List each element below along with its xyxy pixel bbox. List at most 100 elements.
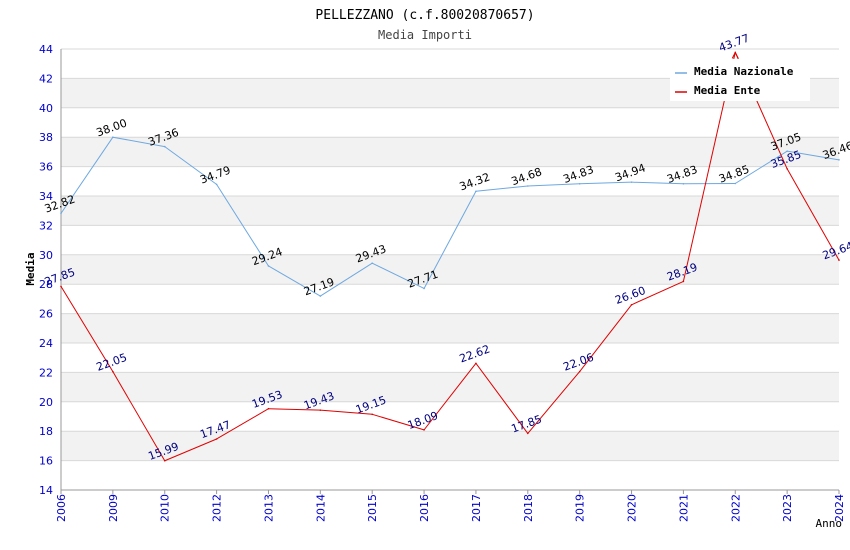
series-segment-media-ente	[216, 408, 269, 440]
axes	[60, 49, 840, 494]
x-tick-label-2021: 2021	[677, 494, 690, 522]
y-tick-label-26: 26	[39, 308, 53, 321]
x-tick-label-2012: 2012	[211, 494, 224, 522]
data-point-media-ente	[319, 409, 322, 411]
grid-band	[61, 196, 839, 226]
x-tick-label-2019: 2019	[574, 494, 587, 522]
data-point-media-ente	[215, 438, 218, 440]
x-tick-label-2015: 2015	[366, 494, 379, 522]
series-segment-media-ente	[268, 408, 321, 411]
data-point-media-nazionale	[786, 150, 788, 152]
peak-marker-media-ente	[731, 51, 739, 59]
data-point-media-ente	[163, 459, 166, 462]
series-segment-media-nazionale	[60, 136, 114, 214]
data-point-media-ente	[527, 432, 529, 435]
x-tick-label-2016: 2016	[418, 494, 431, 522]
data-point-media-nazionale	[527, 185, 529, 187]
series-segment-media-nazionale	[423, 191, 477, 289]
data-point-media-nazionale	[734, 182, 737, 185]
legend-label-media-ente: Media Ente	[694, 84, 761, 97]
series-segment-media-nazionale	[320, 262, 373, 297]
y-tick-label-32: 32	[39, 219, 53, 232]
data-point-media-nazionale	[578, 182, 581, 185]
series-segment-media-ente	[60, 286, 114, 372]
x-tick-label-2023: 2023	[781, 494, 794, 522]
data-point-media-nazionale	[838, 159, 840, 161]
y-tick-label-28: 28	[39, 278, 53, 291]
y-tick-label-34: 34	[39, 190, 53, 203]
y-tick-label-16: 16	[39, 455, 53, 468]
data-point-media-nazionale	[423, 287, 425, 290]
series-segment-media-ente	[164, 438, 217, 462]
chart-title: PELLEZZANO (c.f.80020870657)	[315, 8, 534, 23]
y-tick-label-40: 40	[39, 102, 53, 115]
data-point-media-ente	[475, 362, 477, 365]
series-segment-media-ente	[527, 371, 581, 434]
y-tick-label-36: 36	[39, 161, 53, 174]
y-tick-label-30: 30	[39, 249, 53, 262]
series-segment-media-nazionale	[475, 185, 528, 192]
series-segment-media-ente	[320, 409, 373, 415]
x-tick-label-2020: 2020	[626, 494, 639, 522]
grid-band	[61, 431, 839, 461]
data-point-media-nazionale	[630, 181, 633, 183]
data-point-media-ente	[267, 407, 270, 410]
data-point-media-ente	[112, 370, 114, 373]
y-tick-label-38: 38	[39, 131, 53, 144]
data-label-media-ente: 22.06	[561, 351, 595, 374]
data-label-media-ente: 26.60	[613, 284, 647, 307]
series-segment-media-ente	[372, 413, 425, 431]
data-point-media-nazionale	[60, 212, 62, 215]
data-label-media-ente: 18.09	[406, 409, 440, 432]
legend-box	[670, 59, 810, 101]
series-segment-media-ente	[786, 168, 840, 261]
x-axis-label: Anno	[816, 517, 843, 530]
x-tick-label-2017: 2017	[470, 494, 483, 522]
data-point-media-ente	[60, 285, 62, 288]
y-tick-label-14: 14	[39, 484, 53, 497]
grid-bands	[61, 78, 839, 461]
y-axis-label: Media	[24, 252, 37, 285]
y-tick-label-42: 42	[39, 72, 53, 85]
x-tick-label-2013: 2013	[262, 494, 275, 522]
y-tick-label-18: 18	[39, 425, 53, 438]
legend: Media Nazionale Media Ente	[670, 59, 810, 101]
data-point-media-ente	[682, 280, 685, 283]
data-label-media-nazionale: 34.68	[510, 165, 544, 188]
x-tick-label-2024: 2024	[833, 494, 846, 522]
data-point-media-ente	[838, 259, 840, 261]
legend-label-media-nazionale: Media Nazionale	[694, 65, 794, 78]
series-segment-media-nazionale	[112, 136, 165, 148]
series-segment-media-nazionale	[216, 184, 269, 267]
data-point-media-ente	[578, 370, 581, 373]
x-tick-label-2018: 2018	[522, 494, 535, 522]
data-point-media-ente	[786, 168, 788, 170]
y-tick-label-20: 20	[39, 396, 53, 409]
data-point-media-nazionale	[319, 295, 322, 297]
data-label-media-ente: 43.77	[717, 32, 751, 55]
x-tick-label-2014: 2014	[314, 494, 327, 522]
series-segment-media-nazionale	[164, 146, 217, 185]
series-segment-media-nazionale	[527, 183, 580, 187]
series-segment-media-nazionale	[735, 150, 788, 184]
data-point-media-nazionale	[112, 136, 114, 138]
data-point-media-nazionale	[475, 190, 477, 193]
series-segment-media-ente	[475, 362, 529, 434]
y-tick-label-24: 24	[39, 337, 53, 350]
series-segment-media-nazionale	[579, 181, 632, 185]
x-tick-label-2009: 2009	[107, 494, 120, 522]
data-point-media-nazionale	[163, 145, 166, 148]
data-point-media-ente	[630, 303, 633, 306]
data-point-media-ente	[371, 413, 374, 416]
data-point-media-nazionale	[371, 262, 374, 264]
data-point-media-nazionale	[682, 182, 685, 185]
series-segment-media-nazionale	[268, 265, 321, 297]
data-point-media-ente	[423, 429, 425, 431]
data-label-media-ente: 22.62	[458, 343, 492, 366]
series-segment-media-nazionale	[631, 181, 684, 185]
series-segment-media-ente	[579, 304, 632, 372]
series-segment-media-ente	[631, 280, 684, 306]
